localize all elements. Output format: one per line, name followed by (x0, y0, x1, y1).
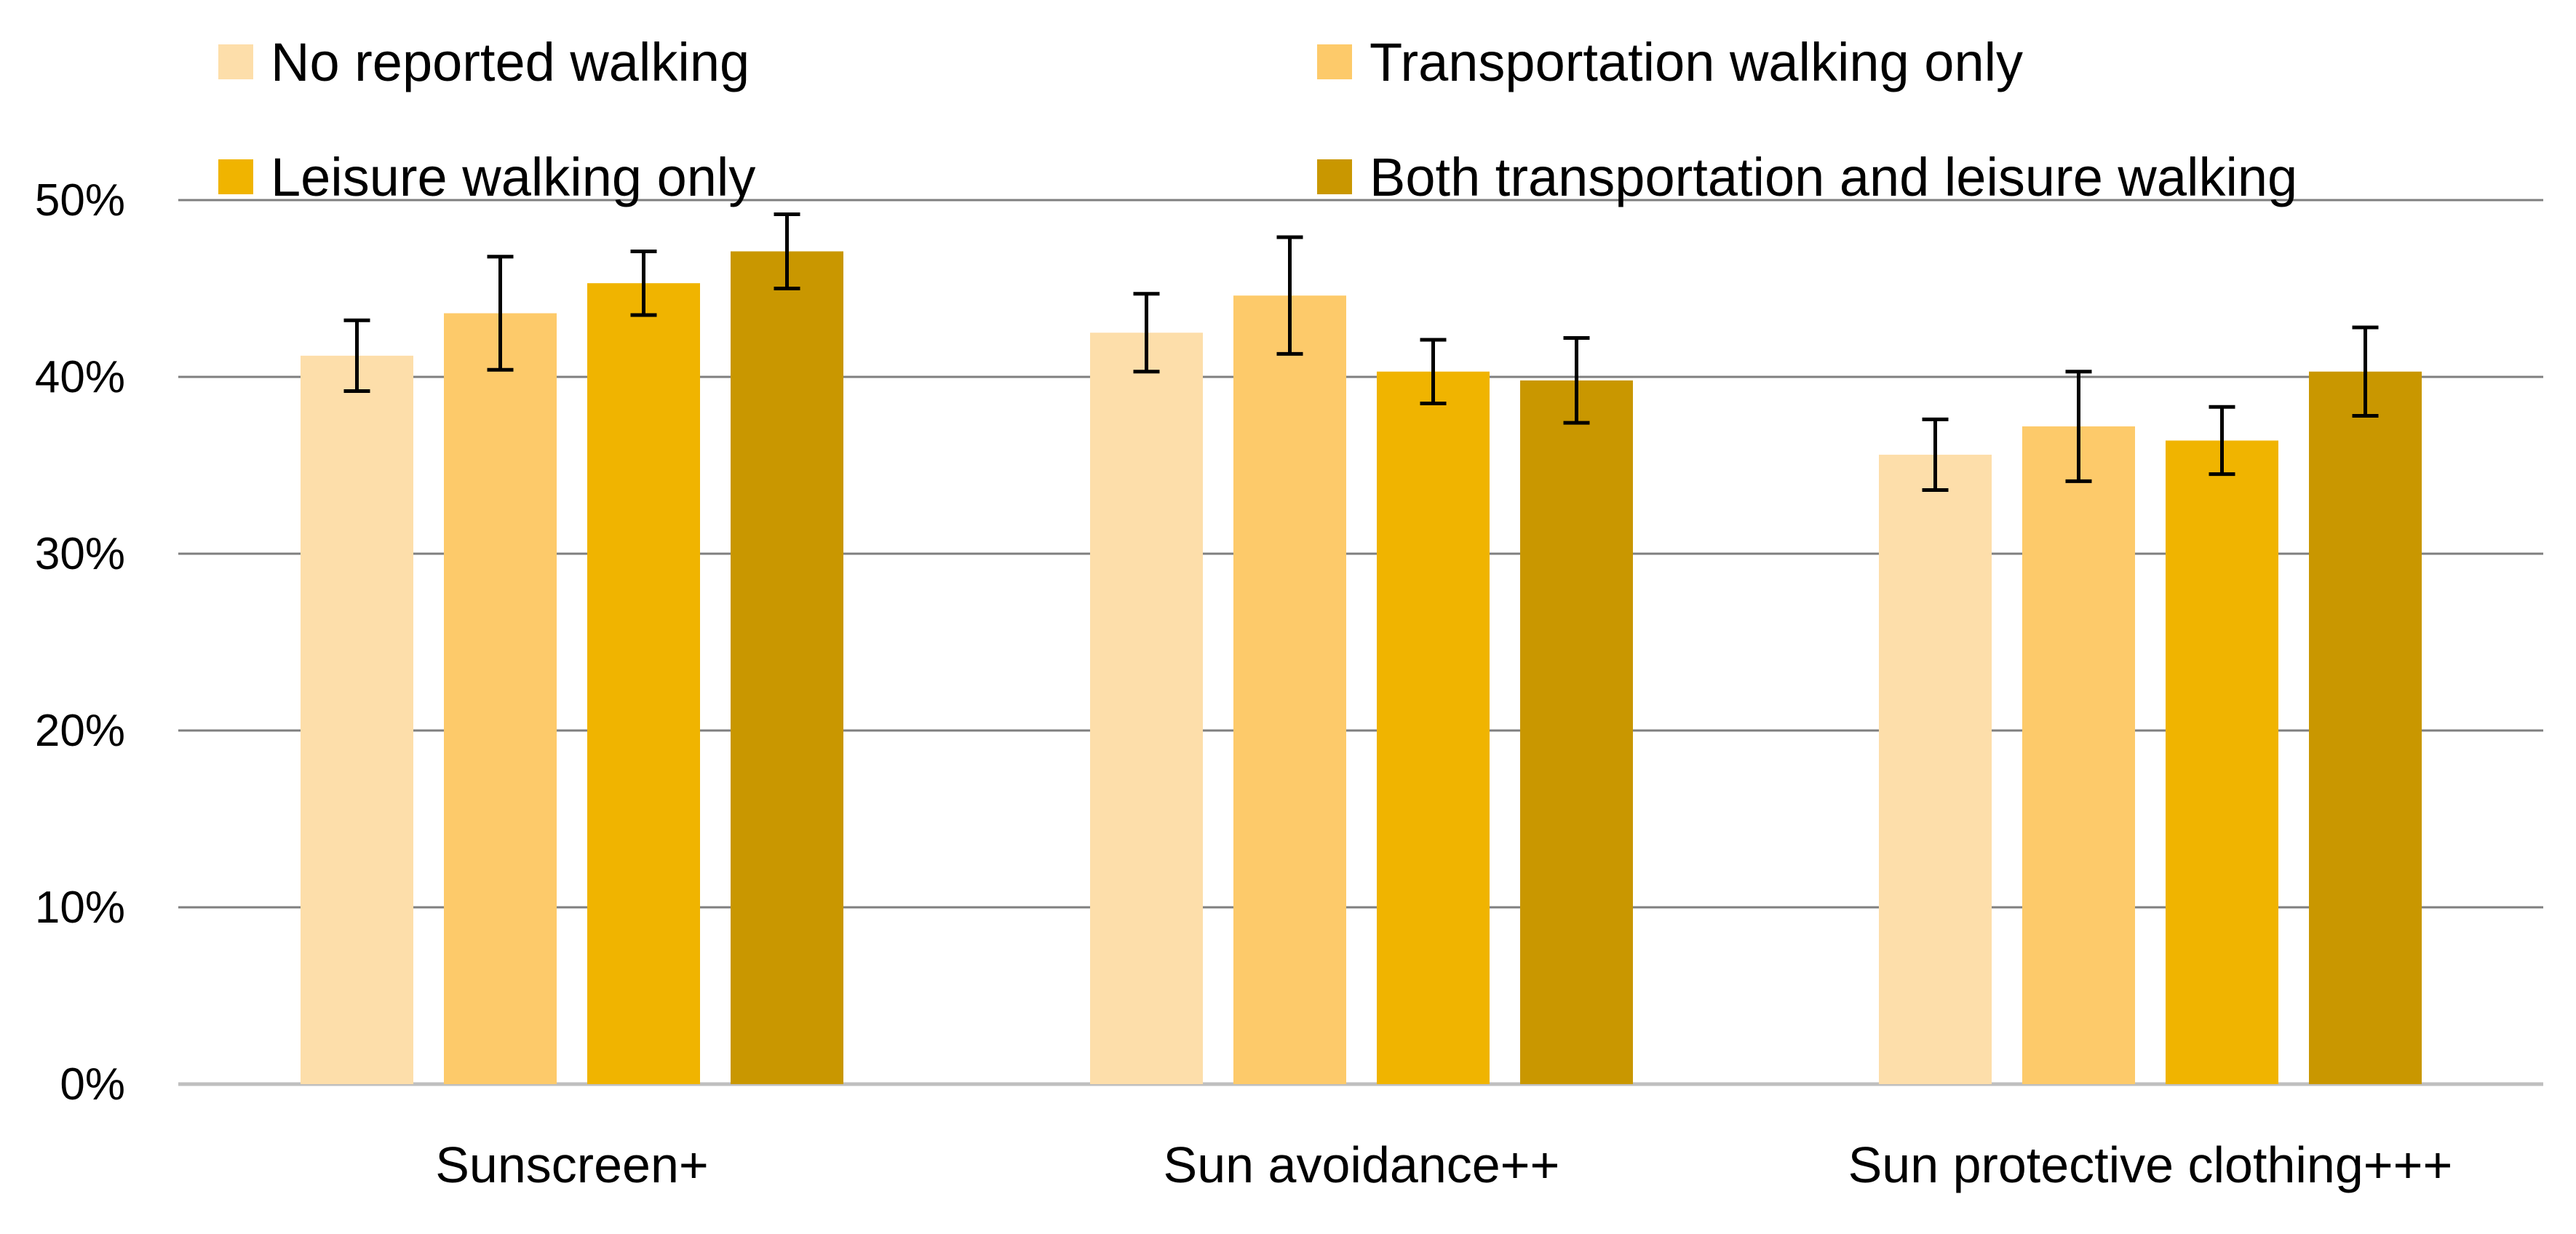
legend-item: Leisure walking only (218, 147, 755, 207)
error-bar (1922, 417, 1949, 493)
bars (301, 251, 2422, 1085)
error-bar (2065, 370, 2092, 483)
gridlines (178, 199, 2543, 1086)
error-bar (1563, 336, 1590, 425)
y-axis-tick-labels: 0% 10% 20% 30% 40% 50% (35, 175, 125, 1110)
error-bars (343, 212, 2379, 493)
error-bar (2352, 325, 2379, 418)
y-tick-label: 30% (35, 529, 125, 579)
error-bar (343, 318, 370, 393)
error-bar (487, 255, 514, 372)
bar (1233, 295, 1346, 1085)
legend-label: Leisure walking only (271, 147, 755, 207)
legend-swatch (1317, 44, 1352, 79)
bar (2022, 426, 2135, 1084)
bar (2166, 440, 2278, 1084)
y-tick-label: 10% (35, 883, 125, 933)
error-bar (1133, 292, 1160, 374)
error-bar (2209, 405, 2235, 477)
bar (587, 283, 700, 1085)
bar (444, 313, 557, 1084)
y-tick-label: 40% (35, 352, 125, 402)
bar (2309, 371, 2422, 1085)
category-label: Sun avoidance++ (1164, 1137, 1560, 1193)
legend-label: Both transportation and leisure walking (1370, 147, 2297, 207)
bar (1520, 380, 1633, 1084)
legend-label: Transportation walking only (1370, 32, 2023, 92)
category-label: Sunscreen+ (435, 1137, 709, 1193)
bar (1377, 371, 1490, 1085)
legend-item: Both transportation and leisure walking (1317, 147, 2297, 207)
bar (301, 355, 413, 1085)
error-bar (630, 249, 657, 317)
legend-item: No reported walking (218, 32, 750, 92)
category-label: Sun protective clothing+++ (1848, 1137, 2453, 1193)
bar (731, 251, 843, 1085)
legend: No reported walking Transportation walkin… (218, 32, 2297, 207)
error-bar (774, 212, 800, 290)
error-bar (1276, 235, 1303, 356)
legend-item: Transportation walking only (1317, 32, 2023, 92)
legend-swatch (1317, 159, 1352, 194)
y-tick-label: 20% (35, 706, 125, 756)
y-tick-label: 50% (35, 175, 125, 226)
bar (1879, 454, 1992, 1084)
bar (1090, 333, 1203, 1084)
legend-swatch (218, 44, 253, 79)
x-axis-category-labels: Sunscreen+ Sun avoidance++ Sun protective … (435, 1137, 2452, 1193)
y-tick-label: 0% (60, 1059, 125, 1110)
legend-label: No reported walking (271, 32, 750, 92)
error-bar (1420, 338, 1447, 405)
legend-swatch (218, 159, 253, 194)
